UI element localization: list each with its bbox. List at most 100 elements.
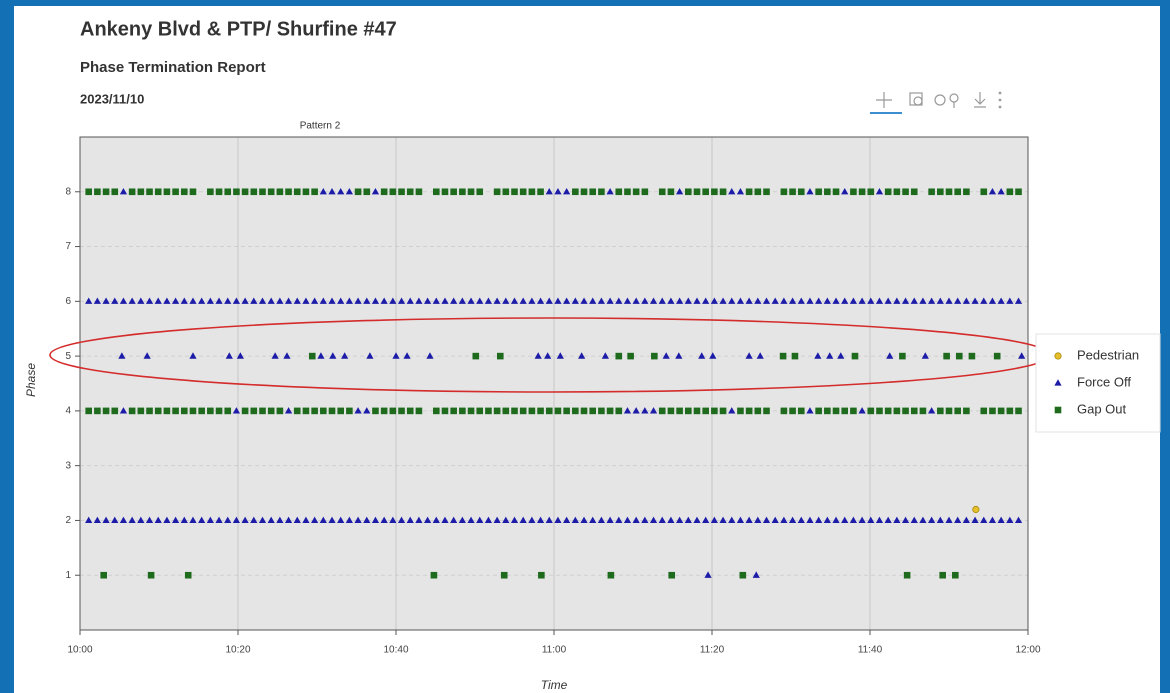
gap-out-point bbox=[94, 407, 101, 415]
gap-out-point bbox=[415, 407, 423, 415]
force-off-point bbox=[826, 352, 834, 359]
gap-out-point bbox=[955, 352, 963, 360]
force-off-point bbox=[128, 516, 136, 524]
force-off-point bbox=[1018, 352, 1026, 359]
force-off-point bbox=[554, 516, 562, 524]
force-off-point bbox=[371, 297, 380, 304]
force-off-point bbox=[432, 516, 440, 524]
force-off-point bbox=[884, 516, 892, 524]
force-off-point bbox=[910, 297, 918, 304]
force-off-point bbox=[780, 516, 788, 524]
force-off-point bbox=[258, 516, 267, 524]
gap-out-point bbox=[615, 407, 623, 415]
force-off-point bbox=[232, 407, 241, 414]
force-off-point bbox=[858, 407, 866, 414]
force-off-point bbox=[589, 516, 597, 524]
save-tool[interactable] bbox=[974, 92, 986, 108]
gap-out-point bbox=[763, 407, 770, 415]
gap-out-point bbox=[867, 188, 875, 196]
force-off-point bbox=[250, 516, 258, 524]
gap-out-point bbox=[111, 407, 119, 415]
gap-out-point bbox=[267, 407, 275, 415]
gap-out-point bbox=[952, 571, 959, 579]
force-off-point bbox=[317, 352, 325, 359]
gap-out-point bbox=[780, 188, 788, 196]
plot-border bbox=[79, 136, 1029, 631]
gap-out-point bbox=[937, 407, 944, 415]
force-off-point bbox=[225, 352, 233, 359]
gap-out-point bbox=[224, 188, 232, 196]
force-off-point bbox=[363, 407, 371, 414]
force-off-point bbox=[424, 516, 432, 524]
force-off-point bbox=[806, 407, 814, 414]
gap-out-point bbox=[832, 188, 840, 196]
gap-out-point bbox=[128, 407, 136, 415]
gap-out-point bbox=[354, 188, 362, 196]
force-off-point bbox=[580, 516, 588, 524]
force-off-point bbox=[441, 516, 449, 524]
gap-out-point bbox=[754, 188, 762, 196]
gap-out-point bbox=[815, 188, 822, 196]
force-off-point bbox=[363, 516, 371, 524]
reset-tool[interactable] bbox=[934, 93, 959, 108]
force-off-point bbox=[578, 352, 586, 359]
force-off-point bbox=[415, 516, 423, 524]
gap-out-point bbox=[259, 188, 266, 196]
force-off-point bbox=[693, 297, 701, 304]
gap-out-point bbox=[893, 188, 901, 196]
gap-out-point bbox=[94, 188, 101, 196]
force-off-point bbox=[380, 297, 388, 304]
force-off-point bbox=[302, 516, 310, 524]
gap-out-point bbox=[180, 407, 188, 415]
force-off-point bbox=[258, 297, 267, 304]
force-off-point bbox=[945, 297, 953, 304]
force-off-point bbox=[919, 516, 927, 524]
force-off-point bbox=[302, 297, 310, 304]
gap-out-point bbox=[511, 407, 518, 415]
gap-out-point bbox=[954, 188, 961, 196]
force-off-point bbox=[311, 516, 319, 524]
force-off-point bbox=[623, 407, 632, 414]
force-off-point bbox=[997, 516, 1005, 524]
gap-out-point bbox=[797, 188, 805, 196]
force-off-point bbox=[580, 297, 588, 304]
gap-out-point bbox=[910, 407, 918, 415]
gap-out-point bbox=[545, 407, 553, 415]
force-off-point bbox=[510, 516, 519, 524]
force-off-point bbox=[893, 297, 901, 304]
menu-tool[interactable] bbox=[998, 91, 1002, 109]
force-off-point bbox=[1014, 297, 1023, 304]
gap-out-point bbox=[884, 407, 892, 415]
gap-out-point bbox=[215, 407, 223, 415]
zoom-tool[interactable] bbox=[909, 92, 923, 106]
force-off-point bbox=[215, 297, 223, 304]
force-off-point bbox=[928, 407, 936, 414]
gap-out-point bbox=[372, 407, 379, 415]
pan-tool[interactable] bbox=[870, 92, 902, 114]
gap-out-point bbox=[910, 188, 918, 196]
force-off-point bbox=[545, 187, 553, 195]
gap-out-point bbox=[476, 407, 484, 415]
gap-out-point bbox=[937, 188, 944, 196]
gap-out-point bbox=[779, 352, 787, 360]
gap-out-point bbox=[754, 407, 762, 415]
gap-out-point bbox=[519, 188, 527, 196]
force-off-point bbox=[276, 516, 284, 524]
force-off-point bbox=[719, 516, 727, 524]
gap-out-point bbox=[968, 352, 976, 360]
gap-out-point bbox=[902, 188, 909, 196]
gap-out-point bbox=[789, 188, 796, 196]
gap-out-point bbox=[224, 407, 232, 415]
force-off-point bbox=[276, 297, 284, 304]
force-off-point bbox=[841, 516, 849, 524]
gap-out-point bbox=[415, 188, 423, 196]
gap-out-point bbox=[459, 407, 466, 415]
force-off-point bbox=[698, 352, 706, 359]
force-off-point bbox=[849, 297, 858, 304]
gap-out-point bbox=[441, 407, 449, 415]
gap-out-point bbox=[432, 188, 440, 196]
legend-label: Force Off bbox=[1077, 374, 1131, 389]
force-off-point bbox=[988, 297, 997, 304]
gap-out-point bbox=[997, 407, 1005, 415]
force-off-point bbox=[232, 516, 241, 524]
